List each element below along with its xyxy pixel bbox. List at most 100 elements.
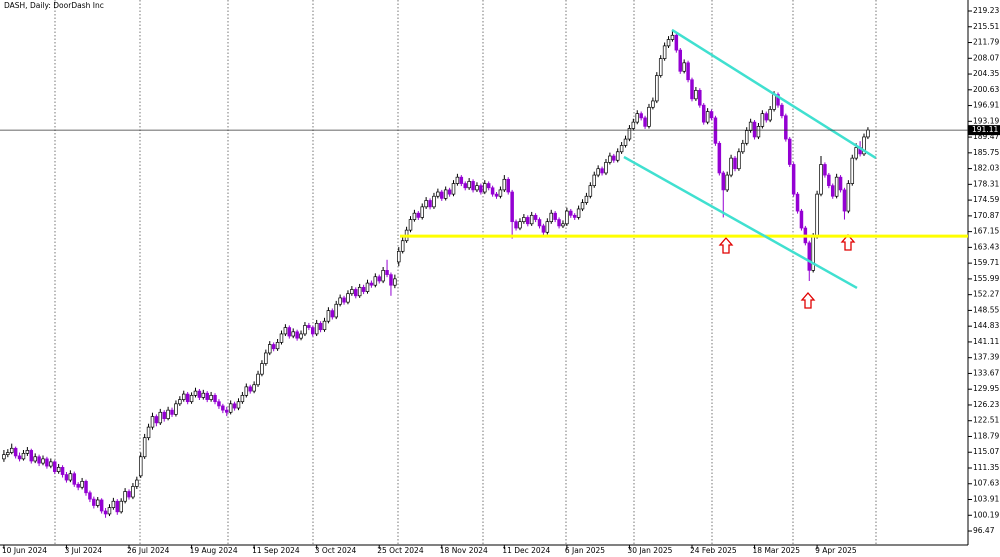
- candle-body: [350, 289, 354, 295]
- candle-body: [494, 193, 499, 197]
- candle-body: [580, 202, 585, 210]
- y-tick-label: 215.51: [973, 22, 999, 31]
- candle-body: [737, 151, 741, 170]
- candle-body: [764, 113, 769, 121]
- candle-body: [725, 174, 729, 191]
- candle-body: [322, 320, 327, 331]
- candle-body: [576, 208, 581, 218]
- x-tick-label: 26 Jul 2024: [127, 546, 170, 555]
- last-price-box: [968, 125, 1000, 136]
- candle-body: [217, 401, 221, 407]
- candle-body: [432, 195, 436, 208]
- candle-body: [408, 219, 413, 231]
- candle-body: [651, 100, 655, 108]
- candle-body: [115, 500, 120, 513]
- candle-body: [451, 183, 456, 195]
- candle-body: [361, 286, 366, 292]
- candle-body: [311, 327, 315, 335]
- candle-body: [225, 409, 229, 413]
- y-tick-label: 118.79: [973, 431, 999, 440]
- candle-body: [565, 210, 569, 225]
- y-tick-label: 144.83: [973, 321, 999, 330]
- candle-body: [389, 274, 393, 286]
- candle-body: [95, 499, 100, 506]
- candle-body: [467, 181, 471, 189]
- candle-body: [72, 473, 77, 485]
- candle-body: [455, 176, 460, 184]
- candle-body: [99, 499, 104, 512]
- candle-body: [181, 393, 186, 400]
- candle-body: [400, 240, 405, 252]
- y-tick-label: 163.43: [973, 242, 999, 251]
- candle-body: [365, 282, 370, 292]
- candle-body: [721, 172, 726, 191]
- candle-body: [479, 185, 483, 193]
- y-tick-label: 126.23: [973, 400, 999, 409]
- x-tick-label: 18 Mar 2025: [753, 546, 801, 555]
- candle-body: [299, 333, 303, 339]
- candle-body: [506, 178, 510, 193]
- candle-body: [397, 250, 401, 263]
- candle-body: [393, 278, 397, 286]
- candle-body: [17, 455, 22, 460]
- candle-body: [838, 176, 843, 191]
- candle-body: [815, 193, 819, 237]
- candle-body: [670, 34, 675, 40]
- candle-body: [88, 492, 92, 500]
- candle-body: [303, 325, 307, 335]
- candle-body: [498, 189, 503, 197]
- candle-body: [514, 221, 518, 229]
- candle-body: [76, 483, 80, 488]
- candle-body: [471, 181, 475, 191]
- candle-body: [623, 138, 628, 146]
- candle-body: [373, 276, 378, 286]
- candle-body: [440, 191, 444, 199]
- candle-body: [787, 138, 792, 165]
- candle-body: [135, 479, 139, 487]
- candle-body: [416, 212, 421, 218]
- candle-body: [752, 121, 757, 138]
- candle-body: [604, 162, 608, 174]
- candle-body: [627, 128, 632, 140]
- candle-body: [541, 225, 546, 233]
- candle-body: [60, 467, 65, 475]
- y-tick-label: 174.59: [973, 195, 999, 204]
- y-tick-label: 159.71: [973, 258, 999, 267]
- candle-body: [252, 384, 256, 392]
- candle-body: [631, 121, 636, 129]
- y-tick-label: 211.79: [973, 38, 999, 47]
- candle-body: [830, 185, 835, 197]
- plot: [2, 29, 870, 518]
- candle-body: [271, 344, 276, 350]
- candle-body: [799, 210, 804, 229]
- candle-body: [502, 178, 507, 191]
- candle-body: [150, 416, 155, 428]
- candle-body: [662, 45, 667, 59]
- candle-body: [807, 242, 812, 271]
- candle-body: [608, 155, 612, 163]
- candle-body: [201, 392, 206, 398]
- candle-body: [162, 411, 166, 419]
- candle-body: [729, 157, 733, 176]
- candle-body: [655, 75, 659, 102]
- candle-body: [131, 486, 135, 498]
- candle-body: [142, 437, 147, 458]
- candle-body: [834, 176, 839, 197]
- candle-body: [694, 90, 698, 100]
- candle-body: [600, 168, 604, 174]
- candle-body: [342, 297, 346, 303]
- candle-body: [569, 210, 573, 216]
- candle-body: [346, 293, 350, 303]
- x-tick-label: 10 Jun 2024: [2, 546, 47, 555]
- candle-body: [557, 219, 561, 227]
- y-tick-label: 111.35: [973, 463, 999, 472]
- trend-line: [671, 28, 877, 160]
- candle-body: [283, 327, 288, 335]
- candle-body: [64, 474, 69, 481]
- candle-body: [545, 221, 550, 233]
- y-tick-label: 155.99: [973, 274, 999, 283]
- y-tick-label: 185.75: [973, 148, 999, 157]
- candle-body: [592, 174, 596, 187]
- candle-body: [111, 500, 116, 508]
- candle-body: [178, 399, 182, 405]
